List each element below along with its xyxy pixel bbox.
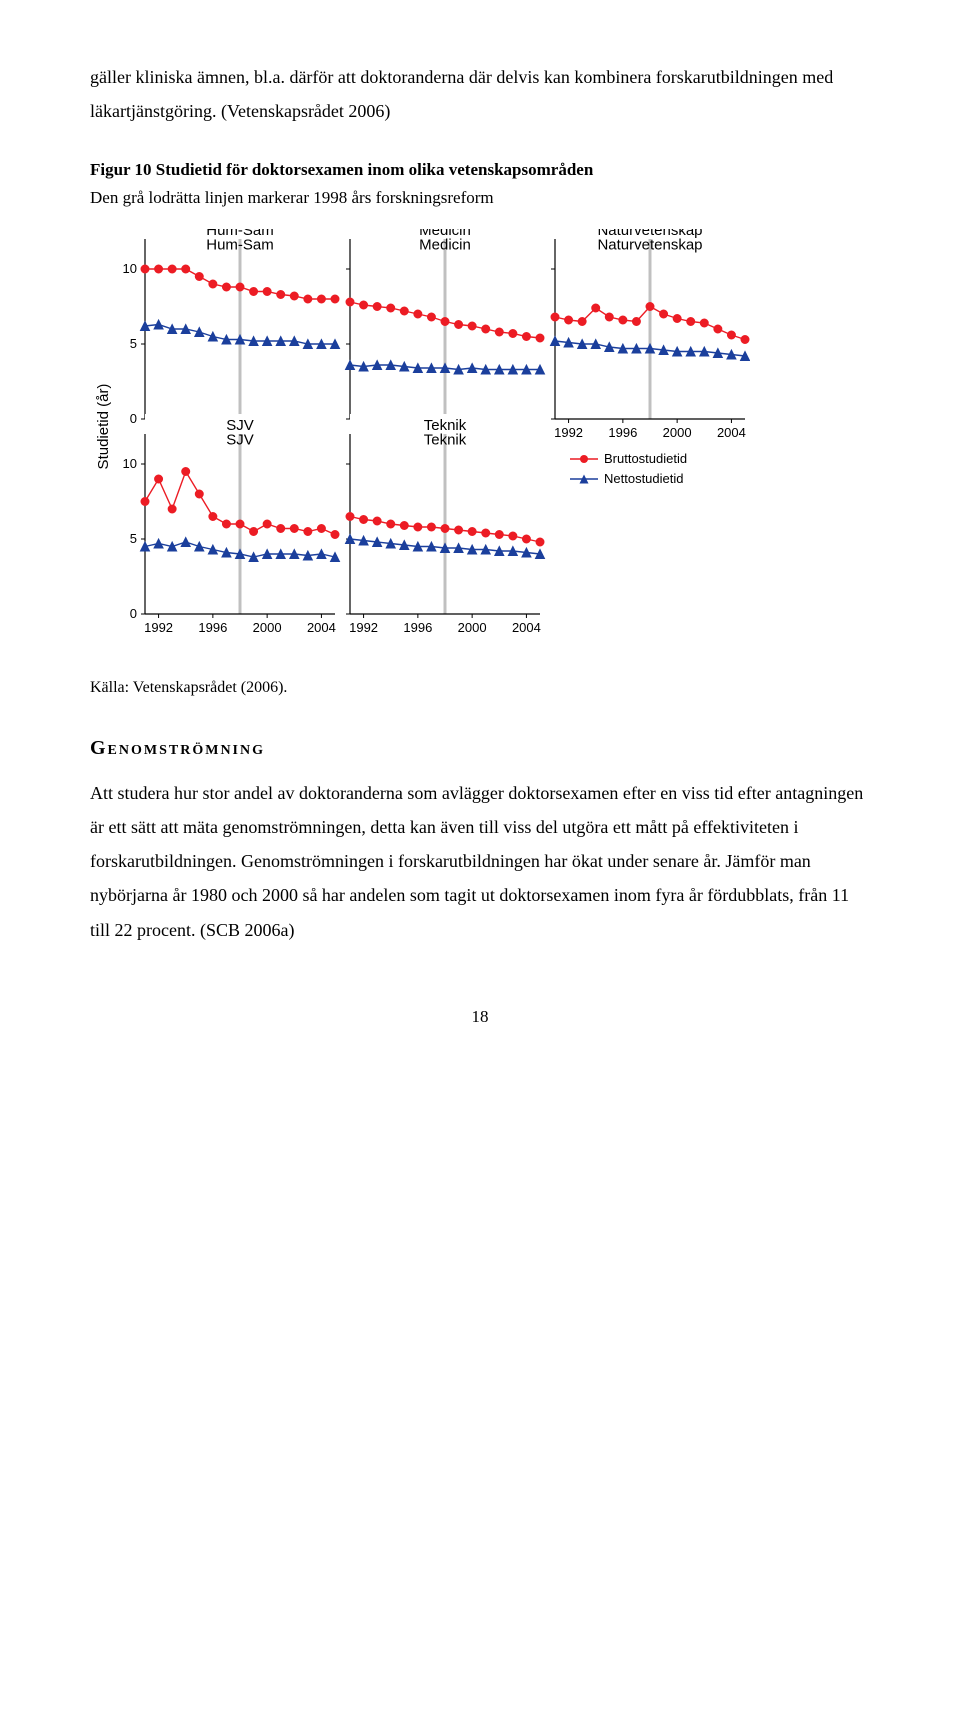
svg-text:Bruttostudietid: Bruttostudietid	[604, 451, 687, 466]
svg-text:10: 10	[123, 456, 137, 471]
figure-caption-subtitle: Den grå lodrätta linjen markerar 1998 år…	[90, 188, 494, 207]
source-text: Källa: Vetenskapsrådet (2006).	[90, 679, 870, 697]
panel-teknik: 1992199620002004Teknik	[346, 431, 545, 635]
svg-text:1996: 1996	[198, 620, 227, 635]
svg-text:2000: 2000	[663, 425, 692, 440]
svg-text:2004: 2004	[307, 620, 336, 635]
figure-caption-title: Figur 10 Studietid för doktorsexamen ino…	[90, 160, 593, 179]
svg-text:2000: 2000	[458, 620, 487, 635]
svg-text:10: 10	[123, 261, 137, 276]
panel-medicin: Medicin	[346, 236, 545, 423]
svg-text:5: 5	[130, 531, 137, 546]
svg-text:1996: 1996	[403, 620, 432, 635]
svg-text:Medicin: Medicin	[419, 229, 471, 239]
svg-text:SJV: SJV	[226, 417, 254, 434]
svg-text:1996: 1996	[608, 425, 637, 440]
svg-text:2000: 2000	[253, 620, 282, 635]
svg-text:2004: 2004	[512, 620, 541, 635]
page-number: 18	[90, 1007, 870, 1027]
svg-text:2004: 2004	[717, 425, 746, 440]
svg-text:5: 5	[130, 336, 137, 351]
chart-container: Studietid (år) 0 5 10 Hum-Sam Medicin 1992 1996…	[90, 229, 870, 649]
svg-text:Hum-Sam: Hum-Sam	[206, 229, 274, 239]
svg-text:Studietid (år): Studietid (år)	[95, 383, 112, 469]
svg-text:1992: 1992	[144, 620, 173, 635]
svg-text:0: 0	[130, 411, 137, 426]
studietid-chart: Studietid (år) 0 5 10 Hum-Sam Medicin 1992 1996…	[90, 229, 750, 644]
section-heading-genomstromning: Genomströmning	[90, 737, 870, 760]
figure-caption: Figur 10 Studietid för doktorsexamen ino…	[90, 156, 870, 210]
svg-text:Teknik: Teknik	[424, 417, 467, 434]
paragraph-2: Att studera hur stor andel av doktorande…	[90, 776, 870, 947]
svg-text:Naturvetenskap: Naturvetenskap	[597, 229, 702, 239]
svg-text:0: 0	[130, 606, 137, 621]
svg-text:1992: 1992	[554, 425, 583, 440]
svg-text:Nettostudietid: Nettostudietid	[604, 471, 684, 486]
panel-naturvetenskap: 1992199620002004Naturvetenskap	[551, 236, 750, 440]
panel-sjv: 05101992199620002004SJV	[123, 431, 340, 635]
panel-hum-sam: 0510Hum-Sam	[123, 236, 340, 426]
legend: Bruttostudietid Nettostudietid	[570, 451, 687, 486]
svg-text:1992: 1992	[349, 620, 378, 635]
paragraph-1: gäller kliniska ämnen, bl.a. därför att …	[90, 60, 870, 128]
